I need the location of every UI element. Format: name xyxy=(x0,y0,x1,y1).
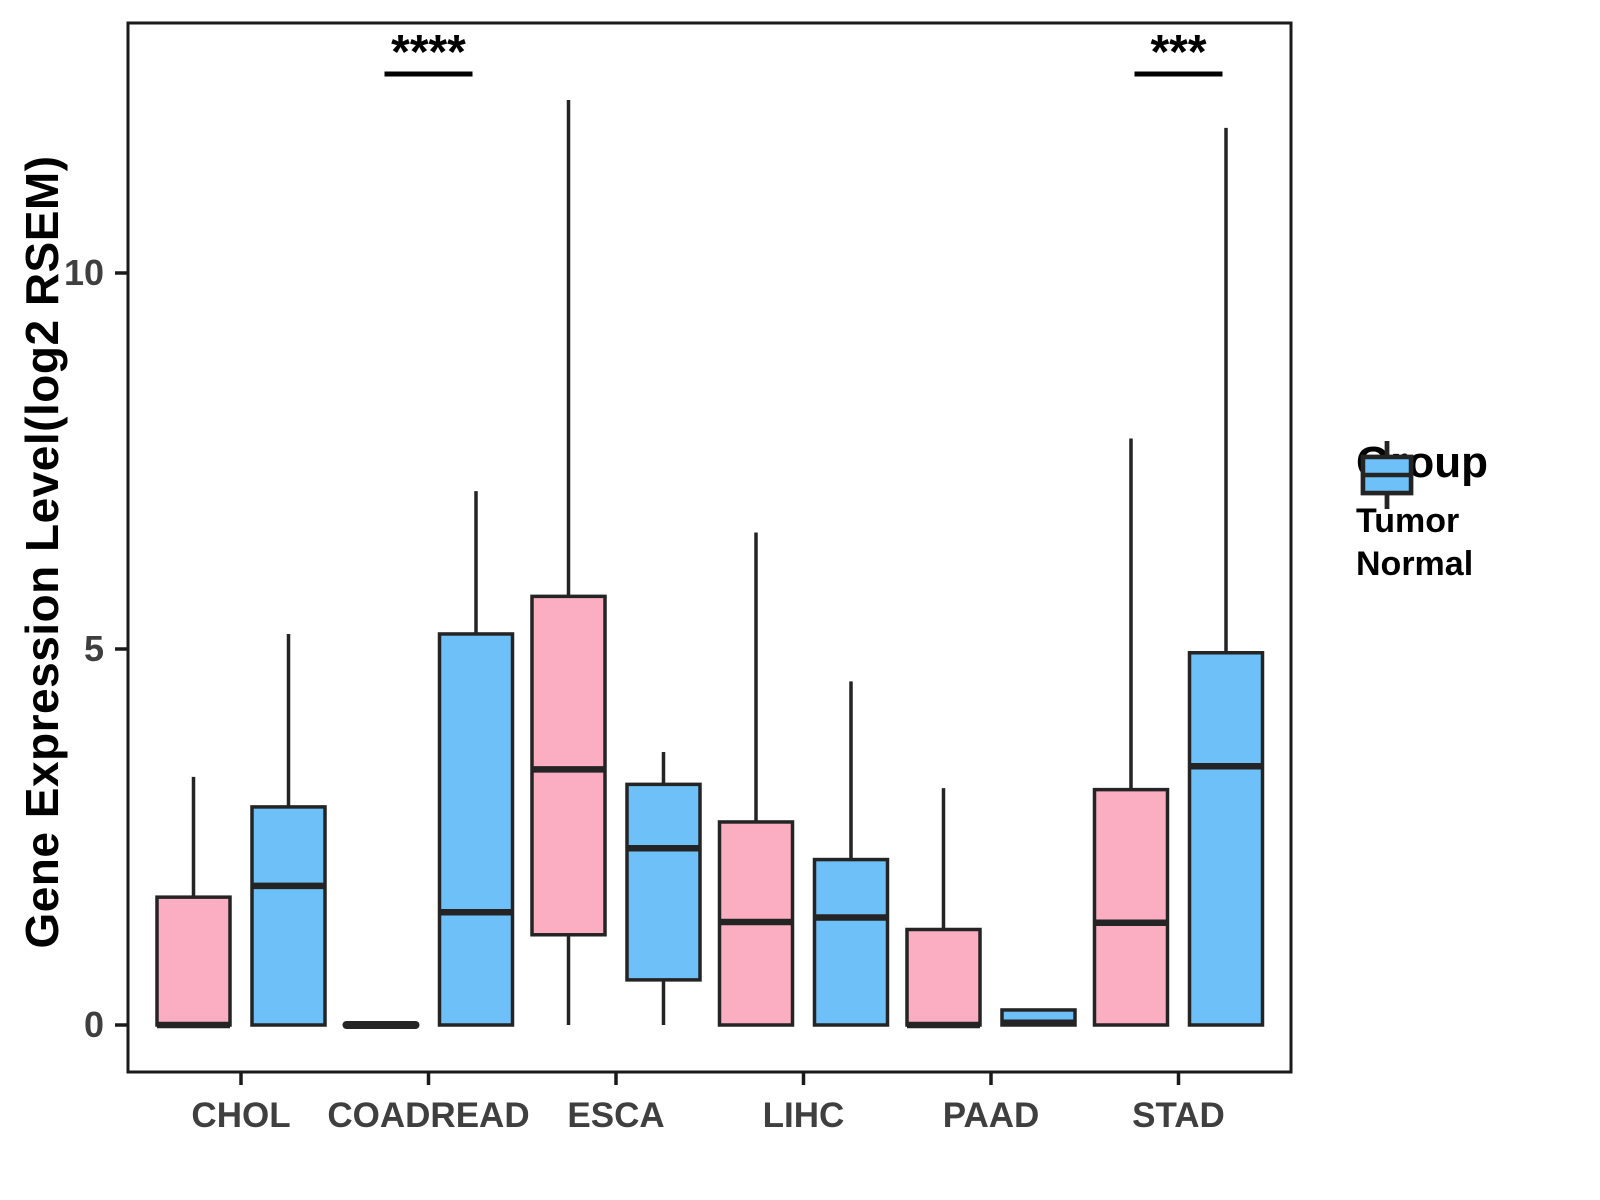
box-normal-coadread xyxy=(437,632,515,1027)
y-tick-label: 5 xyxy=(84,628,104,669)
box-tumor-paad xyxy=(905,927,982,1027)
box-normal-esca xyxy=(625,782,702,982)
legend: Group Tumor Normal xyxy=(1356,438,1596,588)
normal-boxplot-key-icon xyxy=(1360,441,1414,509)
x-tick-label-esca: ESCA xyxy=(567,1096,664,1135)
box-tumor-esca xyxy=(530,594,607,937)
y-tick-label: 10 xyxy=(64,252,104,293)
x-tick-label-paad: PAAD xyxy=(943,1096,1040,1135)
x-tick-label-stad: STAD xyxy=(1132,1096,1225,1135)
significance-stars-stad: *** xyxy=(1150,26,1206,79)
box-normal-lihc xyxy=(812,857,890,1027)
y-tick-label: 0 xyxy=(84,1004,104,1045)
significance-stars-coadread: **** xyxy=(391,26,466,79)
x-tick-label-coadread: COADREAD xyxy=(327,1096,529,1135)
x-tick-label-lihc: LIHC xyxy=(763,1096,845,1135)
x-tick-label-chol: CHOL xyxy=(191,1096,290,1135)
legend-label-tumor: Tumor xyxy=(1356,502,1460,540)
box-tumor-chol xyxy=(155,895,232,1027)
y-axis-title: Gene Expression Level(log2 RSEM) xyxy=(16,155,68,949)
box-tumor-stad xyxy=(1092,787,1170,1027)
legend-label-normal: Normal xyxy=(1356,545,1474,583)
box-normal-chol xyxy=(250,805,327,1027)
box-normal-stad xyxy=(1187,651,1265,1027)
legend-entry-normal: Normal xyxy=(1356,441,1596,584)
